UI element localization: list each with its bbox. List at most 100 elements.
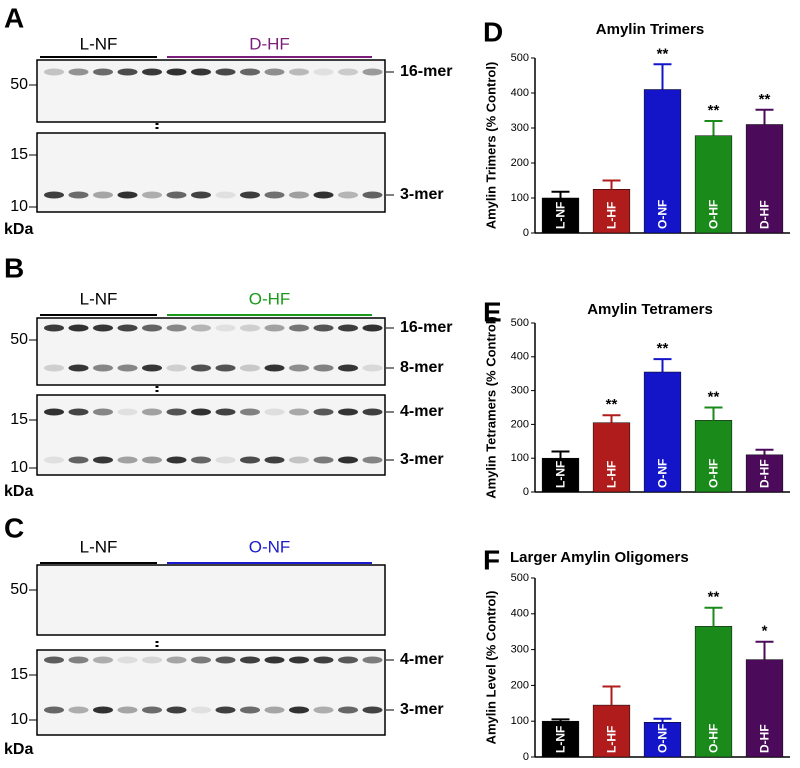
category-label: O-NF — [656, 724, 670, 753]
band — [44, 408, 64, 416]
blot-box — [36, 649, 386, 736]
blot-box — [36, 394, 386, 476]
band — [362, 364, 383, 372]
band-label: 3-mer — [400, 451, 444, 468]
band — [362, 191, 383, 199]
y-tick-label: 400 — [511, 608, 529, 620]
band — [240, 706, 260, 714]
significance: ** — [708, 589, 720, 606]
band — [44, 68, 64, 76]
significance: ** — [759, 91, 771, 108]
bar — [745, 454, 784, 493]
category-label: O-HF — [707, 200, 721, 229]
band — [240, 456, 260, 464]
band — [313, 656, 334, 664]
category-label: D-HF — [758, 459, 772, 488]
y-axis-label: Amylin Level (% Control) — [483, 591, 498, 745]
y-tick-label: 100 — [511, 715, 529, 727]
blot-box — [36, 132, 386, 213]
band — [240, 191, 260, 199]
band — [289, 191, 309, 199]
band — [166, 324, 187, 332]
y-tick-label: 100 — [511, 192, 529, 204]
band — [93, 656, 113, 664]
y-tick-label: 0 — [523, 227, 529, 239]
unit-label: kDa — [4, 483, 33, 500]
category-label: L-NF — [554, 726, 568, 753]
band — [313, 408, 334, 416]
band — [313, 456, 334, 464]
band — [142, 68, 162, 76]
band — [68, 324, 89, 332]
group-label: L-NF — [80, 537, 118, 556]
bar — [592, 422, 631, 493]
band — [68, 191, 89, 199]
chart-title: Amylin Trimers — [596, 21, 704, 38]
band — [338, 456, 358, 464]
band — [215, 68, 236, 76]
band — [313, 364, 334, 372]
category-label: D-HF — [758, 724, 772, 753]
band — [142, 656, 162, 664]
band — [289, 456, 309, 464]
category-label: D-HF — [758, 200, 772, 229]
marker-label: 50 — [10, 581, 28, 598]
band — [289, 706, 309, 714]
band — [166, 364, 187, 372]
band — [215, 706, 236, 714]
panel-letter: B — [4, 252, 24, 283]
significance: * — [762, 623, 768, 640]
band — [93, 324, 113, 332]
band — [44, 191, 64, 199]
category-label: O-HF — [707, 724, 721, 753]
band — [264, 656, 285, 664]
significance: ** — [708, 388, 720, 405]
band-label: 16-mer — [400, 63, 452, 80]
significance: ** — [606, 396, 618, 413]
band-label: 3-mer — [400, 186, 444, 203]
blot-box — [36, 59, 386, 123]
bar — [592, 189, 631, 234]
band — [44, 456, 64, 464]
y-tick-label: 400 — [511, 87, 529, 99]
band — [117, 706, 138, 714]
marker-label: 10 — [10, 711, 28, 728]
band — [68, 68, 89, 76]
y-axis-label: Amylin Tetramers (% Control) — [483, 316, 498, 499]
bar — [745, 659, 784, 758]
category-label: L-NF — [554, 202, 568, 229]
y-tick-label: 0 — [523, 751, 529, 763]
marker-label: 10 — [10, 198, 28, 215]
group-label: L-NF — [80, 34, 118, 53]
band — [313, 324, 334, 332]
band — [68, 408, 89, 416]
band — [44, 364, 64, 372]
band — [362, 456, 383, 464]
category-label: O-HF — [707, 459, 721, 488]
marker-label: 15 — [10, 666, 28, 683]
blot-box — [36, 564, 386, 636]
band — [142, 408, 162, 416]
y-tick-label: 300 — [511, 122, 529, 134]
band — [68, 706, 89, 714]
band-label: 4-mer — [400, 403, 444, 420]
band — [166, 456, 187, 464]
band — [289, 364, 309, 372]
band — [362, 706, 383, 714]
band — [191, 706, 211, 714]
band — [264, 408, 285, 416]
category-label: L-HF — [605, 461, 619, 488]
band — [264, 68, 285, 76]
band — [338, 706, 358, 714]
band — [93, 408, 113, 416]
band — [264, 191, 285, 199]
band — [362, 656, 383, 664]
bar — [643, 371, 682, 493]
band — [117, 191, 138, 199]
band — [44, 706, 64, 714]
band — [338, 364, 358, 372]
category-label: L-HF — [605, 726, 619, 753]
band — [215, 408, 236, 416]
marker-label: 10 — [10, 459, 28, 476]
band — [215, 656, 236, 664]
